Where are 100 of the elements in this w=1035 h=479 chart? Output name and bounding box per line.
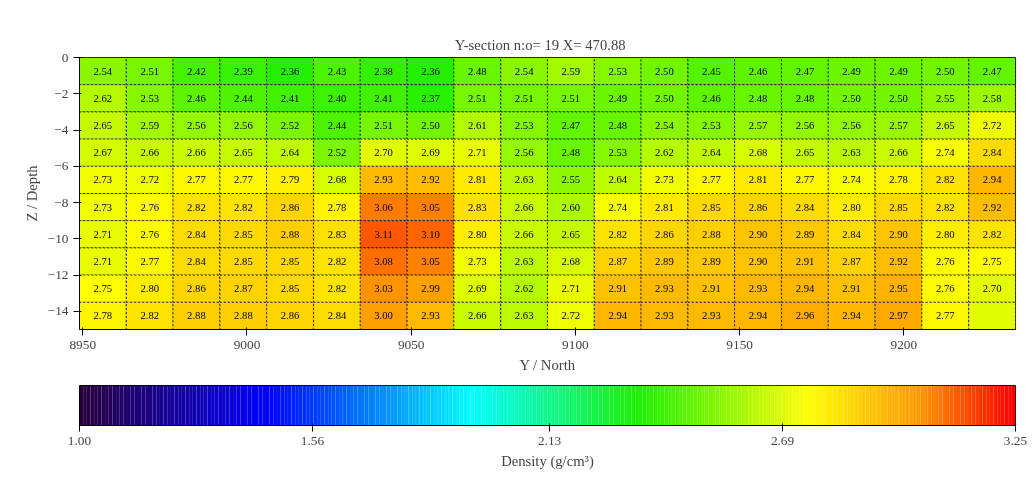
data-label: 2.84	[187, 228, 207, 240]
data-label: 2.54	[655, 120, 675, 131]
data-label: 2.69	[421, 147, 440, 159]
x-tick-label: 9100	[562, 336, 590, 352]
data-label: 2.77	[234, 174, 254, 186]
data-label: 2.78	[93, 310, 113, 322]
data-label: 2.63	[842, 147, 861, 159]
data-label: 2.82	[608, 228, 628, 240]
data-label: 2.84	[982, 147, 1003, 159]
data-label: 2.86	[655, 228, 675, 240]
y-tick-label: −8	[54, 194, 69, 210]
data-label: 2.40	[327, 92, 347, 104]
data-label: 2.75	[982, 256, 1002, 267]
data-label: 2.49	[889, 65, 908, 77]
data-label: 2.68	[327, 174, 347, 186]
data-label: 2.56	[795, 120, 815, 131]
data-label: 2.73	[93, 174, 113, 186]
data-label: 2.51	[140, 65, 160, 77]
data-label: 2.58	[982, 92, 1002, 104]
data-label: 2.97	[889, 310, 909, 322]
data-label: 2.65	[234, 147, 253, 159]
data-label: 2.72	[140, 174, 160, 186]
x-tick-label: 9000	[233, 336, 261, 352]
y-tick-label: −12	[47, 267, 69, 283]
data-label: 2.52	[280, 120, 300, 131]
data-label: 2.88	[702, 228, 721, 240]
data-label: 2.56	[842, 120, 862, 131]
data-label: 2.54	[514, 65, 535, 77]
y-tick-label: −14	[47, 303, 69, 319]
data-label: 2.86	[748, 201, 769, 213]
data-label: 2.94	[842, 310, 862, 322]
data-label: 2.80	[842, 201, 861, 213]
y-tick-label: −2	[54, 85, 69, 101]
data-label: 2.84	[842, 228, 862, 240]
data-label: 2.94	[748, 310, 769, 322]
data-label: 2.71	[93, 228, 113, 240]
x-axis-title: Y / North	[519, 356, 576, 373]
data-label: 2.91	[608, 283, 628, 295]
data-label: 2.76	[140, 228, 160, 240]
data-label: 2.42	[187, 65, 206, 77]
data-label: 2.53	[608, 147, 628, 159]
data-label: 2.94	[795, 283, 815, 295]
data-label: 2.53	[702, 120, 721, 131]
data-label: 2.87	[842, 256, 862, 267]
data-label: 2.64	[702, 147, 722, 159]
data-label: 2.75	[93, 283, 113, 295]
data-label: 2.66	[187, 147, 207, 159]
data-label: 2.73	[93, 201, 113, 213]
data-label: 2.57	[748, 120, 769, 131]
data-label: 2.85	[702, 201, 721, 213]
color-bar-label: 1.56	[300, 432, 325, 448]
data-label: 3.05	[421, 256, 440, 267]
data-label: 2.81	[467, 174, 487, 186]
data-label: 2.83	[327, 228, 347, 240]
y-tick-label: −10	[47, 230, 69, 246]
data-label: 2.48	[561, 147, 581, 159]
data-label: 2.80	[140, 283, 160, 295]
data-label: 2.90	[889, 228, 908, 240]
x-tick-label: 9050	[397, 336, 425, 352]
data-label: 2.36	[280, 65, 301, 77]
chart-title: Y-section n:o= 19 X= 470.88	[454, 36, 626, 53]
data-label: 2.39	[234, 65, 253, 77]
data-label: 3.00	[374, 310, 393, 322]
data-label: 2.91	[702, 283, 721, 295]
data-label: 2.65	[93, 120, 113, 131]
data-label: 3.08	[374, 256, 393, 267]
data-label: 2.99	[421, 283, 440, 295]
data-label: 2.66	[467, 310, 488, 322]
x-tick-label: 9200	[890, 336, 918, 352]
data-label: 2.65	[561, 228, 581, 240]
data-label: 2.59	[561, 65, 581, 77]
data-label: 2.96	[795, 310, 815, 322]
data-label: 2.84	[187, 256, 207, 267]
data-label: 2.82	[935, 201, 955, 213]
data-label: 2.84	[795, 201, 815, 213]
data-label: 2.94	[608, 310, 628, 322]
data-label: 2.94	[982, 174, 1003, 186]
data-label: 2.93	[374, 174, 393, 186]
data-label: 2.68	[561, 256, 581, 267]
data-label: 2.86	[280, 310, 301, 322]
data-label: 2.80	[935, 228, 955, 240]
data-label: 2.93	[655, 283, 674, 295]
data-label: 2.70	[982, 283, 1002, 295]
data-label: 2.93	[655, 310, 674, 322]
data-label: 2.71	[467, 147, 487, 159]
data-label: 2.47	[795, 65, 815, 77]
data-label: 2.74	[608, 201, 628, 213]
data-label: 2.48	[748, 92, 768, 104]
data-label: 2.65	[795, 147, 815, 159]
data-label: 2.74	[935, 147, 956, 159]
data-label: 2.69	[467, 283, 487, 295]
data-label: 2.81	[748, 174, 768, 186]
data-label: 2.51	[374, 120, 393, 131]
data-label: 2.76	[935, 256, 956, 267]
data-label: 3.05	[421, 201, 440, 213]
data-label: 2.50	[842, 92, 861, 104]
data-label: 2.46	[748, 65, 769, 77]
data-label: 2.43	[327, 65, 347, 77]
data-label: 2.46	[187, 92, 207, 104]
data-label: 2.54	[93, 65, 113, 77]
